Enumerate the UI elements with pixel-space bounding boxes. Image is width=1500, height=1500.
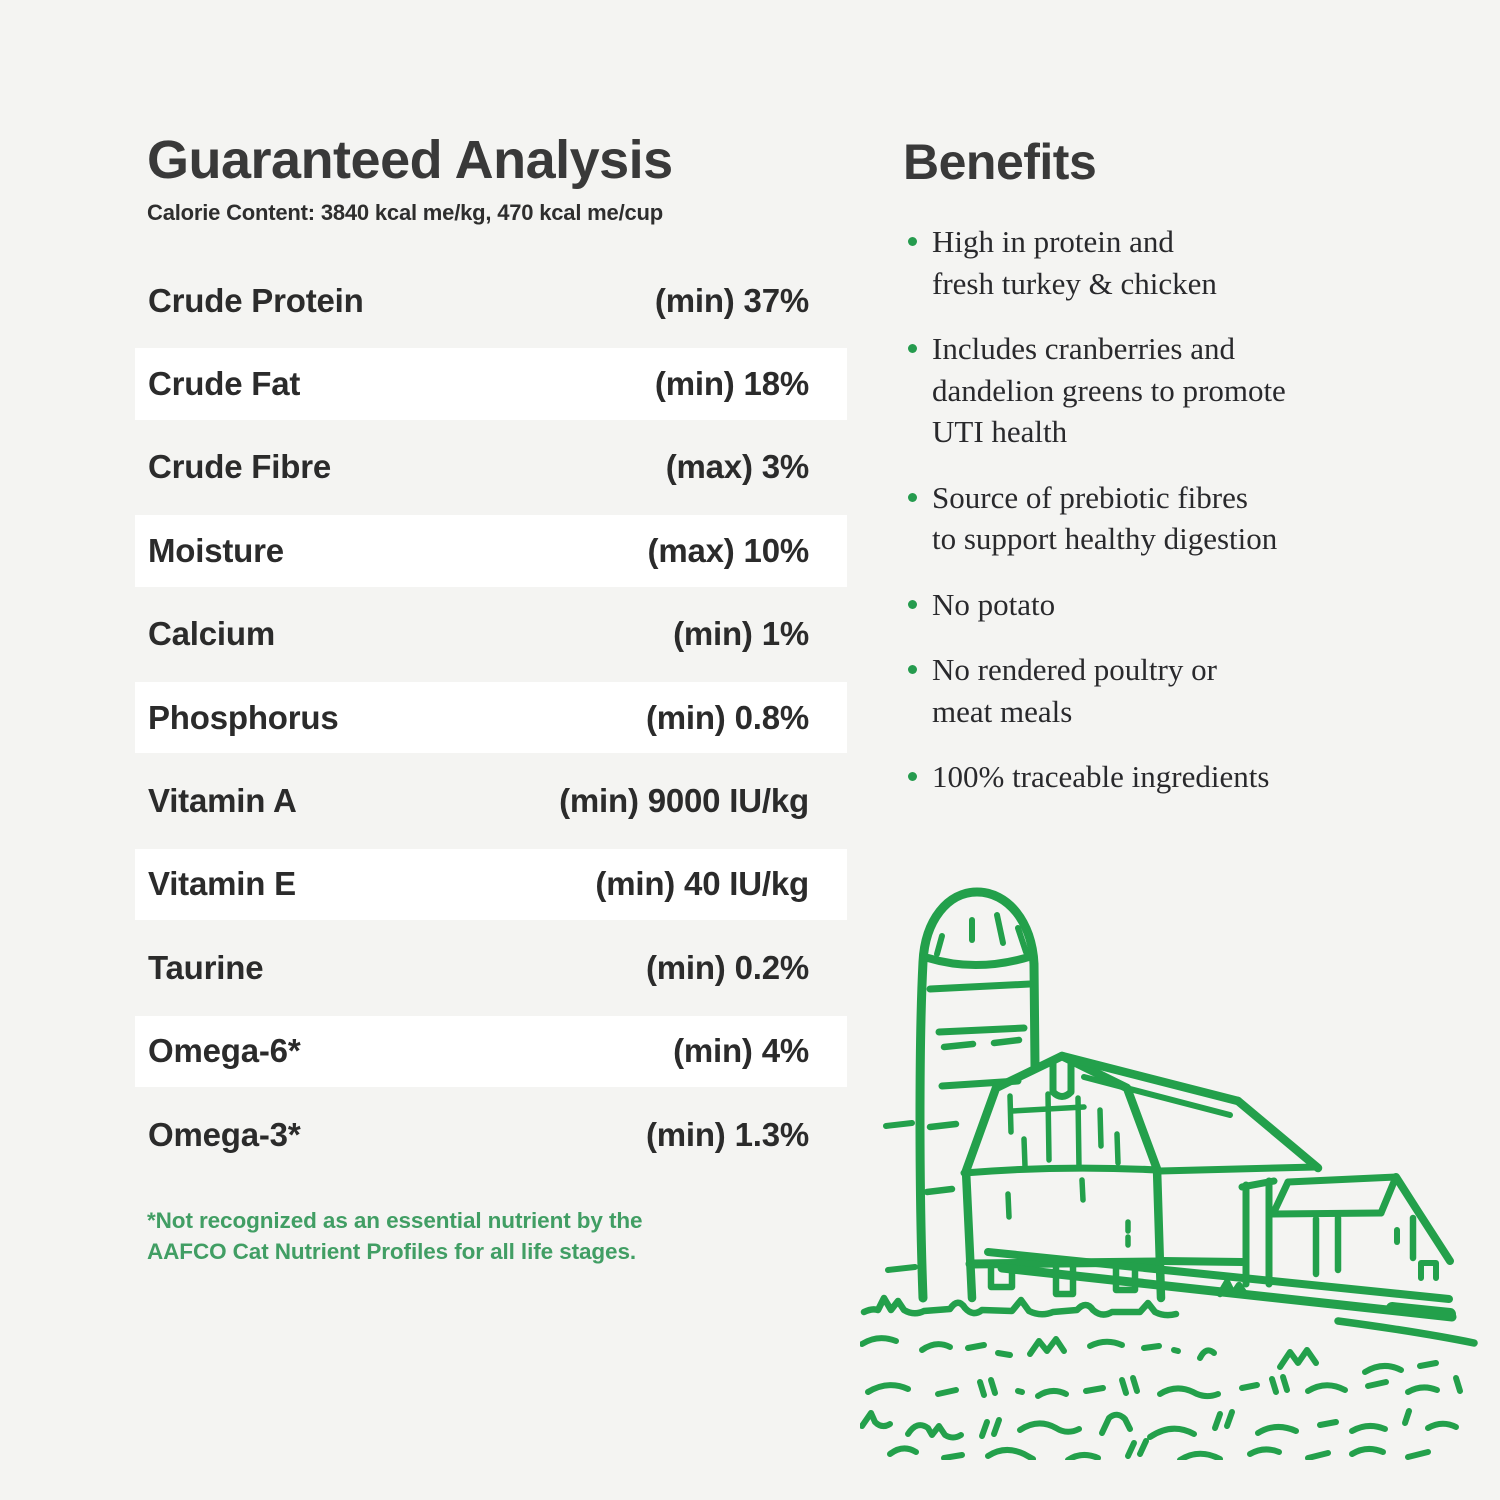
analysis-row: Phosphorus (min) 0.8%: [135, 676, 847, 759]
analysis-table: Crude Protein (min) 37% Crude Fat (min) 18%…: [135, 259, 847, 1176]
analysis-row: Crude Fibre (max) 3%: [135, 426, 847, 509]
benefit-item: Includes cranberries and dandelion green…: [903, 328, 1443, 453]
bullet-icon: [908, 344, 917, 354]
benefit-item: Source of prebiotic fibres to support he…: [903, 477, 1443, 560]
bullet-icon: [908, 772, 917, 782]
bullet-icon: [908, 237, 917, 246]
analysis-row: Vitamin A (min) 9000 IU/kg: [135, 759, 847, 842]
nutrient-label: Crude Fat: [148, 365, 301, 403]
analysis-row: Taurine (min) 0.2%: [135, 926, 847, 1009]
nutrient-value: (min) 1.3%: [645, 1115, 809, 1153]
nutrient-value: (min) 4%: [673, 1032, 809, 1070]
nutrient-value: (min) 1%: [673, 615, 809, 653]
benefit-text: 100% traceable ingredients: [932, 759, 1270, 795]
nutrient-label: Calcium: [148, 615, 275, 653]
bullet-icon: [908, 492, 917, 502]
nutrient-value: (min) 40 IU/kg: [595, 865, 809, 903]
nutrient-value: (min) 0.8%: [645, 698, 809, 736]
guaranteed-analysis-title: Guaranteed Analysis: [147, 130, 673, 190]
farm-illustration: [860, 887, 1478, 1460]
benefit-item: No potato: [903, 584, 1443, 626]
nutrient-value: (min) 18%: [654, 365, 809, 403]
benefits-list: High in protein and fresh turkey & chick…: [903, 221, 1443, 798]
benefit-text: No potato: [932, 586, 1056, 622]
nutrient-label: Phosphorus: [148, 698, 339, 736]
nutrient-label: Crude Fibre: [148, 448, 331, 486]
analysis-row: Vitamin E (min) 40 IU/kg: [135, 843, 847, 926]
analysis-row: Crude Fat (min) 18%: [135, 342, 847, 425]
benefit-text: High in protein and fresh turkey & chick…: [932, 224, 1217, 301]
nutrient-label: Omega-3*: [148, 1115, 301, 1153]
analysis-row: Calcium (min) 1%: [135, 593, 847, 676]
benefit-item: 100% traceable ingredients: [903, 756, 1443, 798]
analysis-row: Omega-3* (min) 1.3%: [135, 1093, 847, 1176]
nutrient-value: (min) 37%: [654, 281, 809, 319]
nutrient-value: (min) 0.2%: [645, 948, 809, 986]
benefit-text: Source of prebiotic fibres to support he…: [932, 479, 1278, 557]
nutrient-label: Vitamin E: [148, 865, 296, 903]
nutrient-label: Crude Protein: [148, 281, 364, 319]
aafco-footnote: *Not recognized as an essential nutrient…: [147, 1208, 643, 1265]
benefit-text: No rendered poultry or meat meals: [932, 652, 1217, 729]
nutrient-label: Taurine: [148, 948, 264, 986]
analysis-row: Moisture (max) 10%: [135, 509, 847, 592]
nutrient-label: Omega-6*: [148, 1032, 301, 1070]
nutrient-value: (max) 3%: [665, 448, 809, 486]
benefits-title: Benefits: [903, 134, 1097, 190]
analysis-row: Crude Protein (min) 37%: [135, 259, 847, 342]
calorie-content: Calorie Content: 3840 kcal me/kg, 470 kc…: [147, 200, 663, 225]
nutrient-value: (min) 9000 IU/kg: [559, 782, 809, 820]
bullet-icon: [908, 599, 917, 609]
nutrient-label: Vitamin A: [148, 782, 297, 820]
benefit-item: High in protein and fresh turkey & chick…: [903, 221, 1443, 304]
benefit-text: Includes cranberries and dandelion green…: [932, 331, 1286, 450]
benefit-item: No rendered poultry or meat meals: [903, 649, 1443, 732]
nutrient-value: (max) 10%: [647, 531, 810, 569]
bullet-icon: [908, 665, 917, 675]
analysis-row: Omega-6* (min) 4%: [135, 1010, 847, 1093]
benefits-section: Benefits High in protein and fresh turke…: [903, 135, 1443, 822]
nutrient-label: Moisture: [148, 531, 284, 569]
